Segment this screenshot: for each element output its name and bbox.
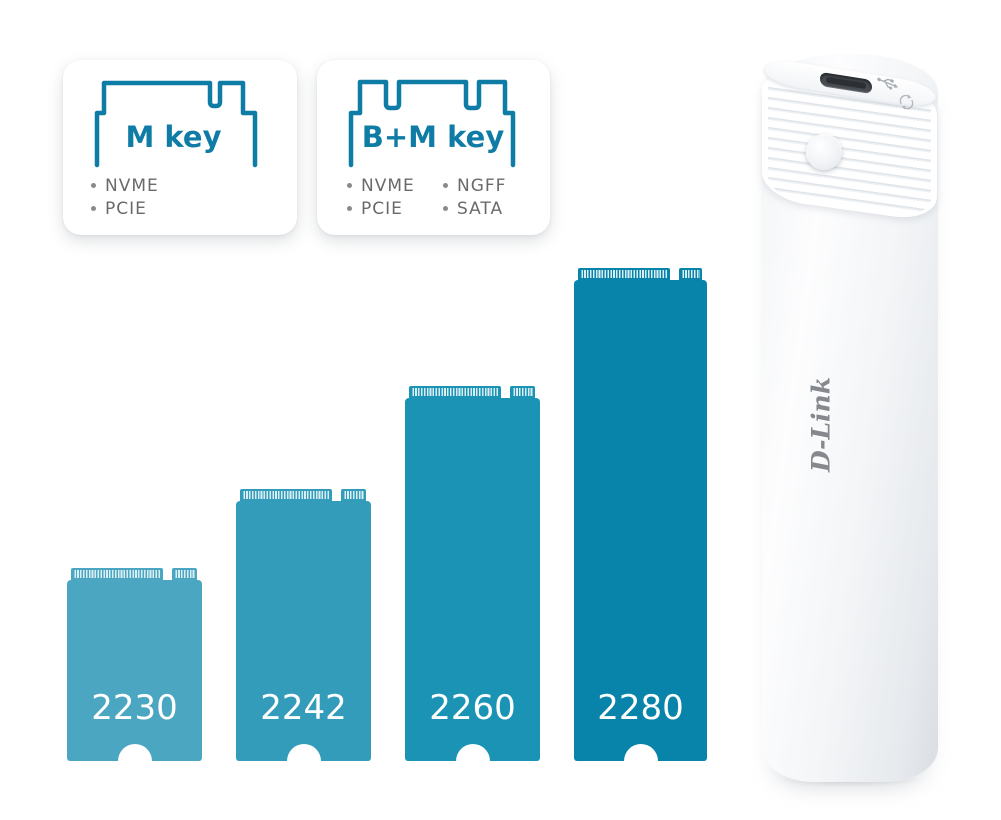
- usb-c-port: [820, 71, 872, 95]
- spec-label: NGFF: [457, 175, 507, 196]
- spec-label: PCIE: [105, 198, 147, 219]
- m-key-spec-list: NVME PCIE: [91, 174, 159, 220]
- ssd-bar-2242: 2242: [236, 489, 371, 778]
- pin-segment-short: [341, 489, 366, 501]
- bullet-dot: [443, 206, 448, 211]
- spec-label: NVME: [105, 175, 159, 196]
- form-factor-label: 2230: [91, 688, 178, 728]
- mount-notch: [117, 744, 152, 778]
- ssd-bar-2230: 2230: [67, 568, 202, 778]
- spec-label: NVME: [361, 175, 415, 196]
- list-item: NVME: [347, 174, 415, 197]
- pin-segment-long: [578, 268, 670, 280]
- pin-segment-long: [71, 568, 163, 580]
- bullet-dot: [347, 206, 352, 211]
- mount-notch: [455, 744, 490, 778]
- bm-key-connector-outline: [348, 79, 516, 168]
- list-item: SATA: [443, 197, 506, 220]
- pin-segment-long: [409, 386, 501, 398]
- bullet-dot: [443, 183, 448, 188]
- usb-icon: [877, 77, 899, 90]
- list-item: NGFF: [443, 174, 506, 197]
- dlink-logo: D-Link: [806, 376, 836, 473]
- spec-label: SATA: [457, 198, 504, 219]
- bm-key-title: B+M key: [361, 120, 505, 154]
- ssd-bar-2280: 2280: [574, 268, 707, 778]
- mount-notch: [623, 744, 658, 778]
- mount-notch: [286, 744, 321, 778]
- ssd-enclosure-product-image: D-Link: [762, 54, 938, 787]
- bm-key-spec-list-right: NGFF SATA: [443, 174, 506, 220]
- pin-segment-short: [679, 268, 702, 280]
- list-item: NVME: [91, 174, 159, 197]
- bullet-dot: [347, 183, 352, 188]
- bullet-dot: [91, 183, 96, 188]
- list-item: PCIE: [91, 197, 159, 220]
- m-key-connector-outline: [94, 80, 258, 168]
- bullet-dot: [91, 206, 96, 211]
- edge-connector-pins: [240, 489, 366, 501]
- bm-key-spec-list-left: NVME PCIE: [347, 174, 415, 220]
- pin-segment-short: [510, 386, 535, 398]
- ssd-bar-2260: 2260: [405, 386, 540, 778]
- form-factor-label: 2242: [260, 688, 347, 728]
- backup-circle-icon: [899, 94, 914, 110]
- m-key-title: M key: [125, 120, 222, 154]
- edge-connector-pins: [409, 386, 535, 398]
- led-button: [806, 134, 842, 170]
- pin-segment-long: [240, 489, 332, 501]
- form-factor-label: 2280: [597, 688, 684, 728]
- pin-segment-short: [172, 568, 197, 580]
- form-factor-label: 2260: [429, 688, 516, 728]
- list-item: PCIE: [347, 197, 415, 220]
- device-top-face: [764, 57, 936, 112]
- m-key-card: M key NVME PCIE: [63, 60, 297, 235]
- spec-label: PCIE: [361, 198, 403, 219]
- bm-key-card: B+M key NVME PCIE NGFF SATA: [317, 60, 550, 235]
- edge-connector-pins: [71, 568, 197, 580]
- edge-connector-pins: [578, 268, 702, 280]
